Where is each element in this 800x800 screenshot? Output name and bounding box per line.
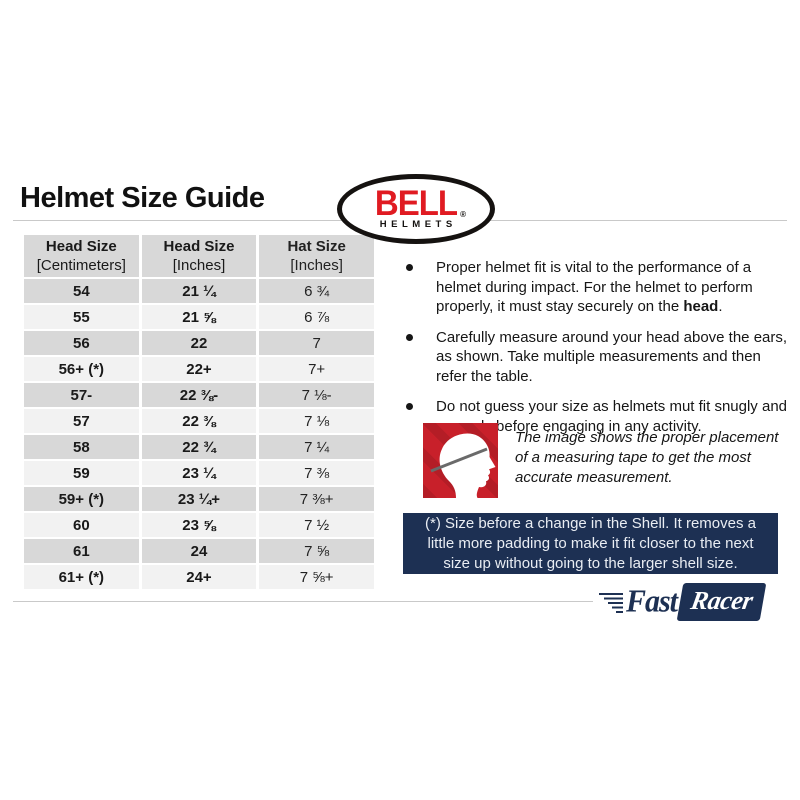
header-head-size-in: Head Size [Inches] [141, 235, 257, 277]
table-row: 61+ (*) 24+ 7 ⅝+ [24, 565, 374, 589]
table-row: 56 22 7 [24, 331, 374, 355]
shell-size-note: (*) Size before a change in the Shell. I… [403, 513, 778, 574]
header-head-size-cm: Head Size [Centimeters] [24, 235, 139, 277]
table-row: 56+ (*) 22+ 7+ [24, 357, 374, 381]
list-item: Carefully measure around your head above… [400, 328, 790, 387]
bullet-icon [406, 403, 413, 410]
bell-logo-text: BELL ® [374, 182, 467, 223]
measurement-illustration-row: The image shows the proper placement of … [423, 423, 789, 498]
table-row: 57- 22 ⅜- 7 ⅛- [24, 383, 374, 407]
header-hat-size-in: Hat Size [Inches] [259, 235, 374, 277]
measuring-tape-icon [430, 447, 488, 473]
fit-tips-list: Proper helmet fit is vital to the perfor… [400, 258, 790, 447]
page-title: Helmet Size Guide [20, 182, 265, 214]
list-item: Proper helmet fit is vital to the perfor… [400, 258, 790, 317]
head-measurement-image [423, 423, 498, 498]
head-profile-icon [430, 433, 496, 498]
fastracer-fast-text: Fast [626, 584, 678, 619]
size-table: Head Size [Centimeters] Head Size [Inches]… [21, 233, 377, 591]
bullet-icon [406, 333, 413, 341]
fastracer-racer-box: Racer [676, 583, 767, 621]
speed-lines-icon [599, 593, 623, 613]
size-table-header-row: Head Size [Centimeters] Head Size [Inches]… [24, 235, 374, 277]
table-row: 61 24 7 ⅝ [24, 539, 374, 563]
bullet-icon [406, 264, 413, 271]
bell-helmets-logo: BELL ® HELMETS [337, 174, 495, 244]
bell-logo-subtext: HELMETS [379, 219, 457, 231]
registered-trademark-icon: ® [460, 208, 467, 219]
measurement-note: The image shows the proper placement of … [515, 429, 779, 486]
fastracer-logo: Fast Racer [593, 583, 767, 621]
table-row: 59+ (*) 23 ¼+ 7 ⅜+ [24, 487, 374, 511]
bottom-divider [13, 601, 598, 602]
size-table-body: Head Size [Centimeters] Head Size [Inches]… [24, 235, 374, 589]
list-item: Do not guess your size as helmets mut fi… [400, 397, 790, 436]
